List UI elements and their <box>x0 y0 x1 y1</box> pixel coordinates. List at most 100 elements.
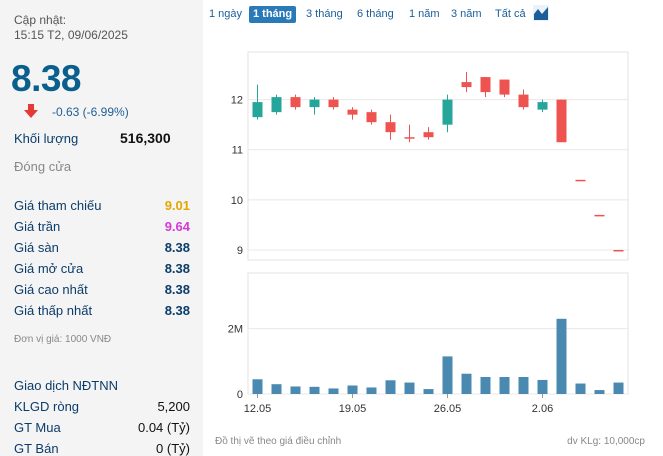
stat-value: 0 (Tỷ) <box>156 441 190 456</box>
volume-bar <box>480 376 491 394</box>
candle-body <box>575 179 586 182</box>
candle-body <box>518 94 529 108</box>
volume-bar <box>518 376 529 394</box>
volume-bar <box>537 379 548 394</box>
volume-bar <box>461 373 472 394</box>
volume-panel-frame <box>247 272 629 395</box>
volume-bar <box>309 386 320 394</box>
stat-value: 5,200 <box>157 399 190 414</box>
quote-panel: Cập nhật: 15:15 T2, 09/06/2025 8.38 -0.6… <box>0 0 203 456</box>
stat-value: 9.01 <box>164 198 190 213</box>
candle-body <box>461 82 472 88</box>
candle-body <box>499 79 510 95</box>
x-tick-label: 19.05 <box>339 403 367 415</box>
x-tick-label: 26.05 <box>434 403 462 415</box>
stat-value: 8.38 <box>164 240 190 255</box>
candle-body <box>252 102 263 118</box>
foreign-trade-title: Giao dịch NĐTNN <box>14 378 119 393</box>
volume-bar <box>328 388 339 394</box>
candle-body <box>594 214 605 217</box>
stat-row-reference: Giá tham chiếu 9.01 <box>14 198 190 213</box>
volume-bar <box>594 390 605 394</box>
stat-label: Giá tham chiếu <box>14 198 102 213</box>
stat-label: GT Bán <box>14 441 59 456</box>
range-1-month[interactable]: 1 tháng <box>249 6 297 23</box>
volume-tick-label: 2M <box>228 324 243 336</box>
stat-row-floor: Giá sàn 8.38 <box>14 240 190 255</box>
candle-body <box>309 99 320 108</box>
candle-body <box>385 122 396 133</box>
area-chart-icon[interactable] <box>533 5 549 21</box>
volume-bar <box>613 382 624 394</box>
candle-body <box>480 77 491 93</box>
candle-body <box>442 99 453 125</box>
price-tick-label: 9 <box>237 245 243 257</box>
price-tick-label: 12 <box>231 95 243 107</box>
candle-body <box>347 109 358 115</box>
volume-unit-note: dv KLg: 10,000cp <box>567 436 645 447</box>
range-6-months[interactable]: 6 tháng <box>357 8 394 20</box>
volume-tick-label: 0 <box>237 389 243 401</box>
stat-value: 8.38 <box>164 303 190 318</box>
x-tick-label: 2.06 <box>532 403 553 415</box>
price-panel-frame <box>247 51 629 261</box>
volume-bar <box>575 383 586 394</box>
candle-body <box>613 249 624 252</box>
volume-bar <box>347 385 358 394</box>
volume-value: 516,300 <box>120 130 171 146</box>
update-label: Cập nhật: <box>14 13 67 27</box>
price-tick-label: 11 <box>232 145 243 157</box>
candle-body <box>423 132 434 138</box>
stat-value: 8.38 <box>164 261 190 276</box>
price-change: -0.63 (-6.99%) <box>52 105 129 119</box>
down-arrow-icon <box>24 104 38 118</box>
candle-body <box>537 102 548 110</box>
stat-label: Giá mở cửa <box>14 261 84 276</box>
candle-body <box>366 112 377 123</box>
stat-row-high: Giá cao nhất 8.38 <box>14 282 190 297</box>
stat-label: GT Mua <box>14 420 61 435</box>
stat-label: Giá cao nhất <box>14 282 88 297</box>
stat-value: 9.64 <box>164 219 190 234</box>
stat-value: 0.04 (Tỷ) <box>137 420 190 435</box>
stat-value: 8.38 <box>164 282 190 297</box>
candle-body <box>404 137 415 139</box>
stat-label: KLGD ròng <box>14 399 80 414</box>
stat-label: Giá sàn <box>14 240 59 255</box>
price-unit-note: Đơn vị giá: 1000 VNĐ <box>14 334 112 345</box>
foreign-row-sell: GT Bán 0 (Tỷ) <box>14 441 190 456</box>
volume-bar <box>423 389 434 394</box>
current-price: 8.38 <box>11 58 82 99</box>
candle-body <box>290 97 301 108</box>
volume-bar <box>290 386 301 394</box>
stat-label: Giá thấp nhất <box>14 303 93 318</box>
candle-body <box>328 99 339 108</box>
foreign-row-buy: GT Mua 0.04 (Tỷ) <box>14 420 190 435</box>
volume-bar <box>252 379 263 394</box>
volume-bar <box>366 387 377 394</box>
volume-bar <box>385 380 396 394</box>
x-tick-label: 12.05 <box>244 403 272 415</box>
range-3-years[interactable]: 3 năm <box>451 8 482 20</box>
candle-body <box>271 97 282 113</box>
candle-body <box>556 99 567 143</box>
volume-bar <box>499 376 510 394</box>
range-1-day[interactable]: 1 ngày <box>209 8 243 20</box>
price-tick-label: 10 <box>231 195 243 207</box>
update-time: 15:15 T2, 09/06/2025 <box>14 28 128 42</box>
volume-bar <box>404 382 415 394</box>
foreign-row-net: KLGD ròng 5,200 <box>14 399 190 414</box>
range-all[interactable]: Tất cả <box>495 8 526 20</box>
close-status: Đóng cửa <box>14 159 72 174</box>
volume-bar <box>271 384 282 394</box>
stat-row-ceiling: Giá trần 9.64 <box>14 219 190 234</box>
range-3-months[interactable]: 3 tháng <box>306 8 343 20</box>
stat-row-open: Giá mở cửa 8.38 <box>14 261 190 276</box>
volume-bar <box>442 356 453 394</box>
volume-bar <box>556 318 567 394</box>
range-1-year[interactable]: 1 năm <box>409 8 440 20</box>
chart-footnote: Đồ thị vẽ theo giá điều chỉnh <box>215 436 342 447</box>
stat-label: Giá trần <box>14 219 61 234</box>
stat-row-low: Giá thấp nhất 8.38 <box>14 303 190 318</box>
volume-label: Khối lượng <box>14 131 79 146</box>
